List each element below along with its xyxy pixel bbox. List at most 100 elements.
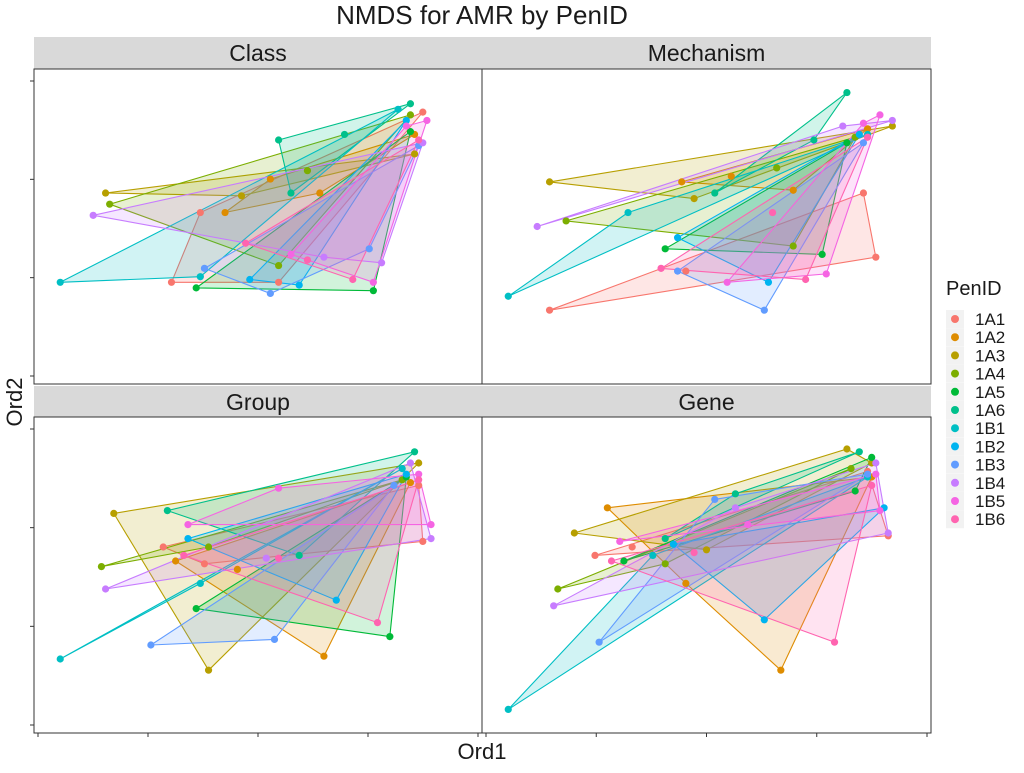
legend-swatch xyxy=(951,387,959,396)
point-1B6 xyxy=(415,476,423,484)
legend-item-1B4: 1B4 xyxy=(946,473,1005,493)
legend-item-1B1: 1B1 xyxy=(946,419,1005,438)
point-1B3 xyxy=(760,306,768,314)
point-1A6 xyxy=(406,100,415,108)
point-1B2 xyxy=(402,470,410,478)
point-1B1 xyxy=(649,551,657,560)
legend-label: 1B6 xyxy=(975,510,1005,529)
hull-1B6 xyxy=(182,478,420,624)
point-1A4 xyxy=(97,563,106,571)
hull-1B4 xyxy=(105,462,432,590)
legend-label: 1A6 xyxy=(975,401,1005,420)
hull-1A3 xyxy=(105,153,415,197)
point-1B6 xyxy=(373,619,382,627)
legend: PenID 1A11A21A31A41A51A61B11B21B31B41B51… xyxy=(946,278,1005,529)
legend-label: 1A5 xyxy=(975,383,1005,402)
point-1B4 xyxy=(320,253,328,261)
point-1A6 xyxy=(340,130,349,139)
point-1A4 xyxy=(661,560,669,568)
point-1A1 xyxy=(419,108,427,116)
point-1A5 xyxy=(868,453,876,461)
point-1B6 xyxy=(275,554,283,562)
point-1A3 xyxy=(888,122,896,130)
hull-1A5 xyxy=(663,141,848,255)
hull-1A6 xyxy=(714,92,848,194)
point-1B5 xyxy=(275,484,283,492)
hull-1B2 xyxy=(672,506,886,621)
hull-1B3 xyxy=(676,142,864,311)
point-1B5 xyxy=(287,250,295,258)
point-1A1 xyxy=(419,537,427,546)
hull-layer xyxy=(59,103,428,295)
point-1B1 xyxy=(56,655,64,663)
point-1B5 xyxy=(369,278,377,286)
point-1B6 xyxy=(415,136,423,144)
point-1B4 xyxy=(378,259,386,267)
point-1A2 xyxy=(221,208,229,217)
point-1A2 xyxy=(320,652,328,660)
point-1B4 xyxy=(427,535,435,543)
facet-gene: Gene xyxy=(481,386,932,737)
legend-item-1A5: 1A5 xyxy=(946,382,1005,402)
point-1A2 xyxy=(727,172,735,180)
point-1B6 xyxy=(868,481,876,489)
legend-swatch xyxy=(951,315,959,323)
point-1A5 xyxy=(386,633,394,641)
point-1B2 xyxy=(184,535,192,543)
point-1A1 xyxy=(196,208,204,217)
hull-1A6 xyxy=(277,103,411,194)
point-1A3 xyxy=(204,666,213,674)
hull-1B6 xyxy=(244,138,420,281)
point-1B2 xyxy=(246,275,254,284)
point-1A6 xyxy=(810,136,818,144)
point-1B6 xyxy=(180,551,188,560)
point-1B2 xyxy=(669,540,678,548)
point-1A1 xyxy=(167,278,176,286)
facet-strip-label: Mechanism xyxy=(648,40,766,66)
legend-swatch xyxy=(951,460,959,469)
point-1B2 xyxy=(764,278,773,286)
hull-1A5 xyxy=(623,456,873,562)
point-1B4 xyxy=(872,459,880,467)
point-1A6 xyxy=(731,490,740,498)
point-1B5 xyxy=(876,111,884,119)
facet-class: Class xyxy=(30,37,483,385)
point-1B1 xyxy=(196,579,204,588)
point-1B6 xyxy=(303,256,312,264)
point-1B2 xyxy=(673,234,682,242)
point-1A3 xyxy=(843,445,851,453)
point-1A5 xyxy=(406,128,415,136)
point-1A3 xyxy=(237,192,246,200)
legend-swatch xyxy=(951,442,959,451)
point-1A2 xyxy=(603,504,611,512)
point-1A1 xyxy=(591,551,599,560)
point-1B3 xyxy=(595,638,603,646)
point-1A3 xyxy=(545,178,554,186)
facet-group: Group xyxy=(30,386,483,737)
point-1B1 xyxy=(398,465,406,473)
legend-label: 1A1 xyxy=(975,310,1005,329)
point-1A3 xyxy=(690,195,698,203)
legend-label: 1B3 xyxy=(975,456,1005,475)
point-1B6 xyxy=(349,275,357,284)
point-1A4 xyxy=(562,217,570,225)
legend-swatch xyxy=(951,478,959,487)
legend-item-1A4: 1A4 xyxy=(946,364,1005,384)
point-1A5 xyxy=(620,557,628,565)
y-axis-label: Ord2 xyxy=(2,378,27,427)
hull-1B1 xyxy=(59,468,403,660)
point-1A4 xyxy=(406,111,415,119)
point-1B4 xyxy=(89,211,97,219)
point-1B4 xyxy=(839,122,847,130)
point-1A6 xyxy=(855,448,863,456)
point-1B6 xyxy=(768,208,777,217)
point-1B2 xyxy=(855,130,863,139)
point-1A6 xyxy=(163,507,171,515)
hull-1A4 xyxy=(107,113,413,267)
legend-label: 1A3 xyxy=(975,346,1005,365)
point-1A1 xyxy=(200,560,209,568)
point-1A5 xyxy=(369,287,377,295)
legend-swatch xyxy=(951,424,959,433)
hull-1B6 xyxy=(659,135,869,281)
